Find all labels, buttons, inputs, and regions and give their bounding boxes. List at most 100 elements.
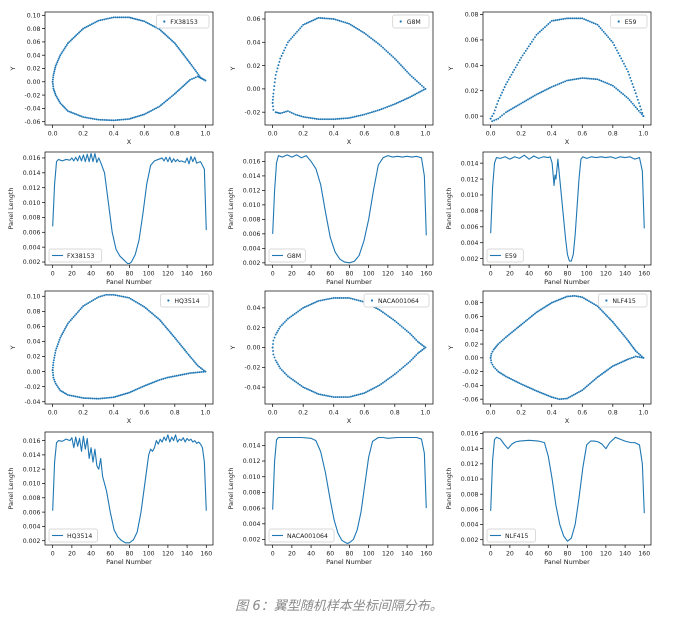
data-point [180,86,183,89]
data-point [538,391,541,394]
data-point [305,387,308,390]
legend-box [160,293,210,308]
data-point [60,103,63,106]
data-point [419,350,422,353]
axes-frame [264,431,434,546]
x-tick-label: 80 [346,551,354,558]
data-point [58,338,61,341]
data-point [57,57,60,60]
data-point [627,97,630,100]
data-point [144,307,147,310]
data-point [370,37,373,40]
data-point [317,16,320,19]
x-tick-label: 0 [271,551,275,558]
axes-frame [482,11,652,126]
data-point [190,357,193,359]
data-point [376,308,379,310]
data-point [177,46,180,49]
data-point [312,19,315,22]
data-point [279,112,282,115]
data-point [594,22,597,25]
x-tick-label: 100 [581,271,593,278]
data-point [415,354,418,356]
data-point [128,118,130,120]
data-point [271,98,274,101]
data-point [353,394,356,397]
x-tick-label: 0.6 [139,131,149,138]
data-point [497,117,500,120]
data-point [277,363,279,366]
data-point [272,343,274,345]
data-point [575,17,578,20]
data-point [504,83,507,86]
y-tick-label: 0.04 [465,63,479,70]
data-point [521,322,524,325]
data-point [317,118,320,121]
data-point [520,102,523,105]
data-point [319,118,322,121]
data-point [126,296,129,299]
data-point [640,113,643,116]
data-point [416,352,419,355]
y-tick-label: -0.04 [24,399,40,406]
data-point [509,76,512,79]
x-tick-label: 0.8 [390,131,400,138]
data-point [165,34,168,37]
data-point [582,387,585,390]
data-point [503,86,506,89]
data-point [407,96,410,99]
x-tick-label: 120 [600,271,612,278]
x-tick-label: 0.2 [516,410,526,417]
data-point [275,361,278,364]
axes-frame [482,431,652,546]
x-tick-label: 160 [200,271,212,278]
data-point [547,394,550,397]
data-point [51,80,54,83]
data-point [172,94,175,96]
data-point [622,360,624,363]
data-point [150,23,153,26]
data-point [143,305,146,308]
data-point [327,17,329,20]
data-point [161,102,164,105]
data-point [60,390,63,393]
data-point [191,65,194,68]
data-point [368,389,371,392]
legend-box [486,248,524,263]
data-point [526,318,529,321]
data-point [274,77,277,80]
data-point [138,19,141,21]
data-point [615,325,618,328]
data-point [618,54,621,57]
data-point [491,120,494,123]
data-point [510,378,512,380]
data-point [566,79,568,82]
data-point [319,17,322,19]
x-tick-label: 100 [363,271,375,278]
x-tick-label: 20 [506,551,514,558]
y-tick-label: 0.002 [23,538,41,545]
data-point [627,358,630,361]
y-tick-label: 0.02 [465,341,479,348]
y-tick-label: 0.002 [461,537,479,544]
data-point [537,92,540,95]
data-point [87,117,90,119]
legend: NLF415 [598,293,648,308]
data-point [569,395,572,398]
data-point [556,397,559,400]
data-point [273,85,276,88]
data-point [279,57,282,60]
data-point [618,362,621,364]
data-point [95,118,98,121]
data-point [280,324,283,327]
data-point [547,87,550,90]
data-point [278,365,281,368]
data-point [302,306,305,309]
data-point [275,70,278,73]
x-axis-label: X [565,138,570,146]
data-point [588,77,591,80]
data-point [288,110,291,113]
x-tick-label: 20 [68,551,76,558]
x-tick-label: 160 [420,551,432,558]
data-point [182,347,185,350]
